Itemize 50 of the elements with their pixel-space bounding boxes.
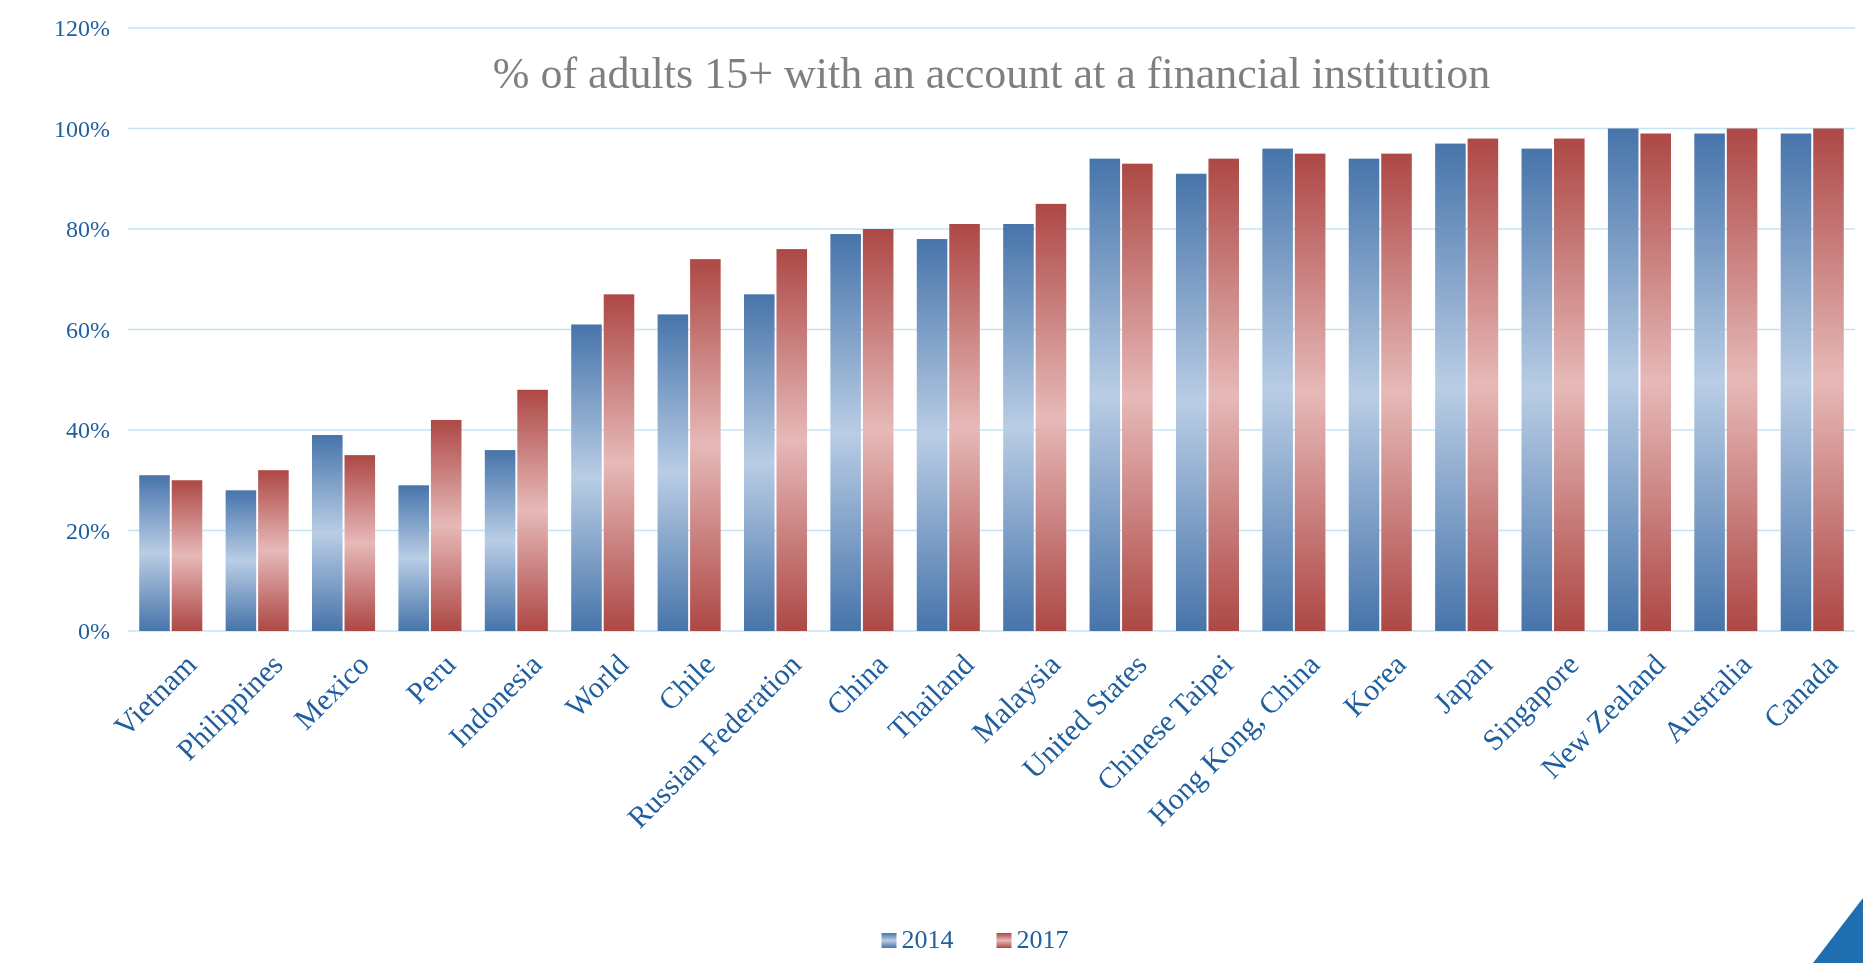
- bar: [225, 490, 257, 631]
- bar: [1262, 148, 1293, 631]
- bar: [1813, 128, 1844, 631]
- y-tick-label: 20%: [66, 517, 110, 544]
- y-tick-label: 100%: [54, 115, 110, 142]
- bar: [517, 389, 548, 631]
- bar: [1348, 158, 1380, 631]
- bar: [1780, 133, 1812, 631]
- bar: [1554, 138, 1585, 631]
- legend-label: 2017: [1016, 925, 1069, 954]
- bar: [1381, 153, 1412, 631]
- text: % of adults 15+ with an account at a financial institution: [492, 49, 1491, 99]
- y-tick-label: 80%: [66, 216, 110, 243]
- bar: [1726, 128, 1758, 631]
- bar: [949, 223, 980, 631]
- y-tick-label: 40%: [66, 417, 110, 444]
- bar: [1175, 173, 1207, 631]
- bar: [1467, 138, 1499, 631]
- bar: [398, 485, 429, 631]
- bar: [916, 239, 948, 631]
- bar: [258, 470, 289, 631]
- y-tick-label: 0%: [78, 618, 110, 645]
- y-tick-label: 120%: [54, 15, 110, 42]
- bar: [830, 234, 861, 631]
- bar: [1694, 133, 1725, 631]
- bar: [171, 480, 203, 631]
- bar: [862, 229, 894, 631]
- bar: [571, 324, 602, 631]
- bar: [657, 314, 689, 631]
- bar: [1435, 143, 1466, 631]
- bar: [1640, 133, 1671, 631]
- bar: [1208, 158, 1240, 631]
- bar: [1122, 163, 1153, 631]
- bar: [484, 450, 516, 631]
- bar: [690, 259, 721, 631]
- legend-label: 2014: [901, 925, 954, 954]
- bar: [1035, 203, 1067, 631]
- bar: [1003, 223, 1034, 631]
- bar: [603, 294, 635, 631]
- bar: [1521, 148, 1553, 631]
- bar: [139, 475, 170, 631]
- bar: [1294, 153, 1326, 631]
- bar: [312, 435, 343, 631]
- bar: [1089, 158, 1121, 631]
- bar: [1607, 128, 1639, 631]
- y-tick-label: 60%: [66, 316, 110, 343]
- bar: [430, 419, 462, 631]
- bar: [776, 249, 808, 631]
- bar: [743, 294, 775, 631]
- bar: [344, 455, 376, 631]
